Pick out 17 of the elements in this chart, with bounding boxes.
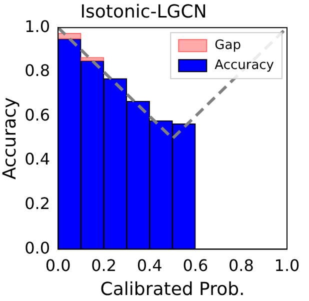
chart-title: Isotonic-LGCN bbox=[80, 1, 207, 22]
x-tick-label: 1.0 bbox=[274, 256, 300, 275]
y-tick-label: 0.2 bbox=[24, 194, 50, 214]
x-tick-label: 0.6 bbox=[182, 256, 208, 275]
x-axis-title: Calibrated Prob. bbox=[100, 278, 245, 300]
legend-label: Gap bbox=[214, 38, 241, 53]
y-tick-label: 0.4 bbox=[24, 150, 50, 169]
y-tick-label: 0.8 bbox=[24, 61, 50, 80]
x-tick-label: 0.0 bbox=[45, 256, 71, 275]
x-tick-label: 0.8 bbox=[228, 256, 254, 275]
y-tick-label: 0.6 bbox=[24, 105, 50, 124]
legend-label: Accuracy bbox=[214, 58, 274, 73]
x-tick-label: 0.2 bbox=[91, 256, 117, 275]
y-axis-title: Accuracy bbox=[0, 96, 20, 180]
y-tick-label: 1.0 bbox=[24, 16, 50, 36]
y-tick-label: 0.0 bbox=[24, 238, 50, 258]
x-tick-label: 0.4 bbox=[136, 256, 162, 275]
